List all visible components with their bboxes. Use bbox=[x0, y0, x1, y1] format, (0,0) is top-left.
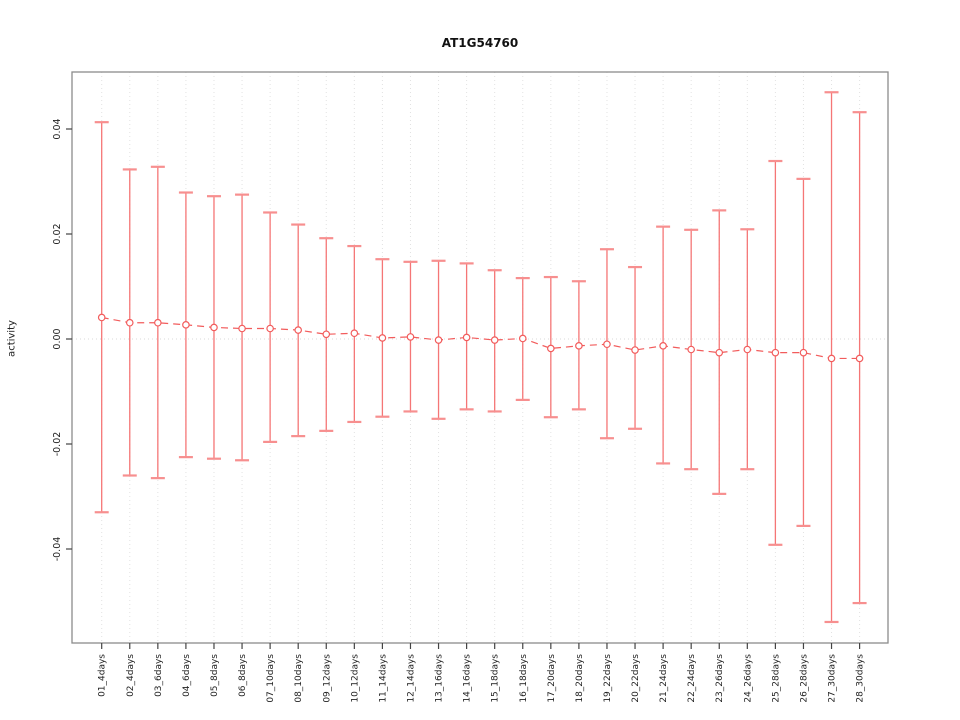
data-point bbox=[827, 354, 836, 363]
y-tick-label: -0.02 bbox=[52, 432, 63, 457]
data-point bbox=[378, 334, 387, 342]
data-point bbox=[518, 334, 527, 343]
y-tick-label: -0.04 bbox=[52, 537, 63, 562]
chart-title: AT1G54760 bbox=[441, 36, 519, 50]
data-point bbox=[687, 345, 695, 354]
plot-border bbox=[71, 71, 889, 644]
x-tick-label: 22_24days bbox=[687, 654, 697, 703]
x-tick-label: 10_12days bbox=[350, 654, 360, 703]
data-point bbox=[210, 323, 218, 332]
x-tick-label: 14_16days bbox=[463, 654, 473, 703]
x-tick-label: 03_6days bbox=[154, 654, 164, 697]
x-tick-label: 09_12days bbox=[322, 654, 332, 703]
data-point bbox=[715, 348, 724, 357]
x-tick-label: 19_22days bbox=[603, 654, 613, 703]
data-point bbox=[575, 342, 583, 350]
x-tick-label: 16_18days bbox=[519, 654, 529, 703]
data-point bbox=[855, 354, 864, 363]
data-point bbox=[771, 348, 780, 357]
x-tick-label: 17_20days bbox=[547, 654, 557, 703]
x-tick-label: 27_30days bbox=[828, 654, 838, 703]
x-tick-label: 08_10days bbox=[294, 654, 304, 703]
data-point bbox=[322, 330, 331, 339]
data-point bbox=[462, 333, 471, 342]
data-point bbox=[182, 321, 190, 329]
x-tick-label: 28_30days bbox=[856, 654, 866, 703]
y-tick-label: 0.04 bbox=[52, 118, 63, 139]
x-tick-label: 13_16days bbox=[435, 654, 445, 703]
y-tick-label: 0.00 bbox=[52, 328, 63, 349]
data-point bbox=[350, 329, 359, 338]
x-tick-label: 26_28days bbox=[799, 654, 809, 703]
x-tick-label: 06_8days bbox=[238, 654, 248, 697]
data-point bbox=[490, 336, 499, 344]
data-point bbox=[266, 324, 274, 333]
x-tick-label: 25_28days bbox=[771, 654, 781, 703]
data-point bbox=[631, 346, 639, 354]
x-tick-label: 20_22days bbox=[631, 654, 641, 703]
x-tick-label: 23_26days bbox=[715, 654, 725, 703]
x-tick-label: 11_14days bbox=[378, 654, 388, 703]
x-tick-label: 18_20days bbox=[575, 654, 585, 703]
x-tick-label: 12_14days bbox=[406, 654, 416, 703]
data-point bbox=[154, 318, 162, 327]
data-point bbox=[125, 318, 134, 327]
data-point bbox=[238, 324, 246, 333]
data-point bbox=[603, 340, 611, 349]
data-point bbox=[406, 333, 415, 341]
x-tick-label: 24_26days bbox=[743, 654, 753, 703]
x-tick-label: 02_4days bbox=[126, 654, 136, 697]
series-line bbox=[101, 316, 860, 360]
data-point bbox=[294, 326, 302, 334]
x-tick-label: 05_8days bbox=[210, 654, 220, 697]
data-point bbox=[97, 313, 106, 322]
x-tick-label: 07_10days bbox=[266, 654, 276, 703]
data-point bbox=[743, 345, 752, 354]
x-tick-label: 21_24days bbox=[659, 654, 669, 703]
data-point bbox=[659, 342, 667, 350]
x-tick-label: 01_4days bbox=[98, 654, 108, 697]
x-tick-label: 15_18days bbox=[491, 654, 501, 703]
data-point bbox=[434, 336, 443, 344]
data-point bbox=[799, 348, 808, 357]
y-tick-label: 0.02 bbox=[52, 223, 63, 244]
y-axis-label: activity bbox=[6, 320, 18, 357]
x-tick-label: 04_6days bbox=[182, 654, 192, 697]
data-point bbox=[547, 344, 555, 353]
